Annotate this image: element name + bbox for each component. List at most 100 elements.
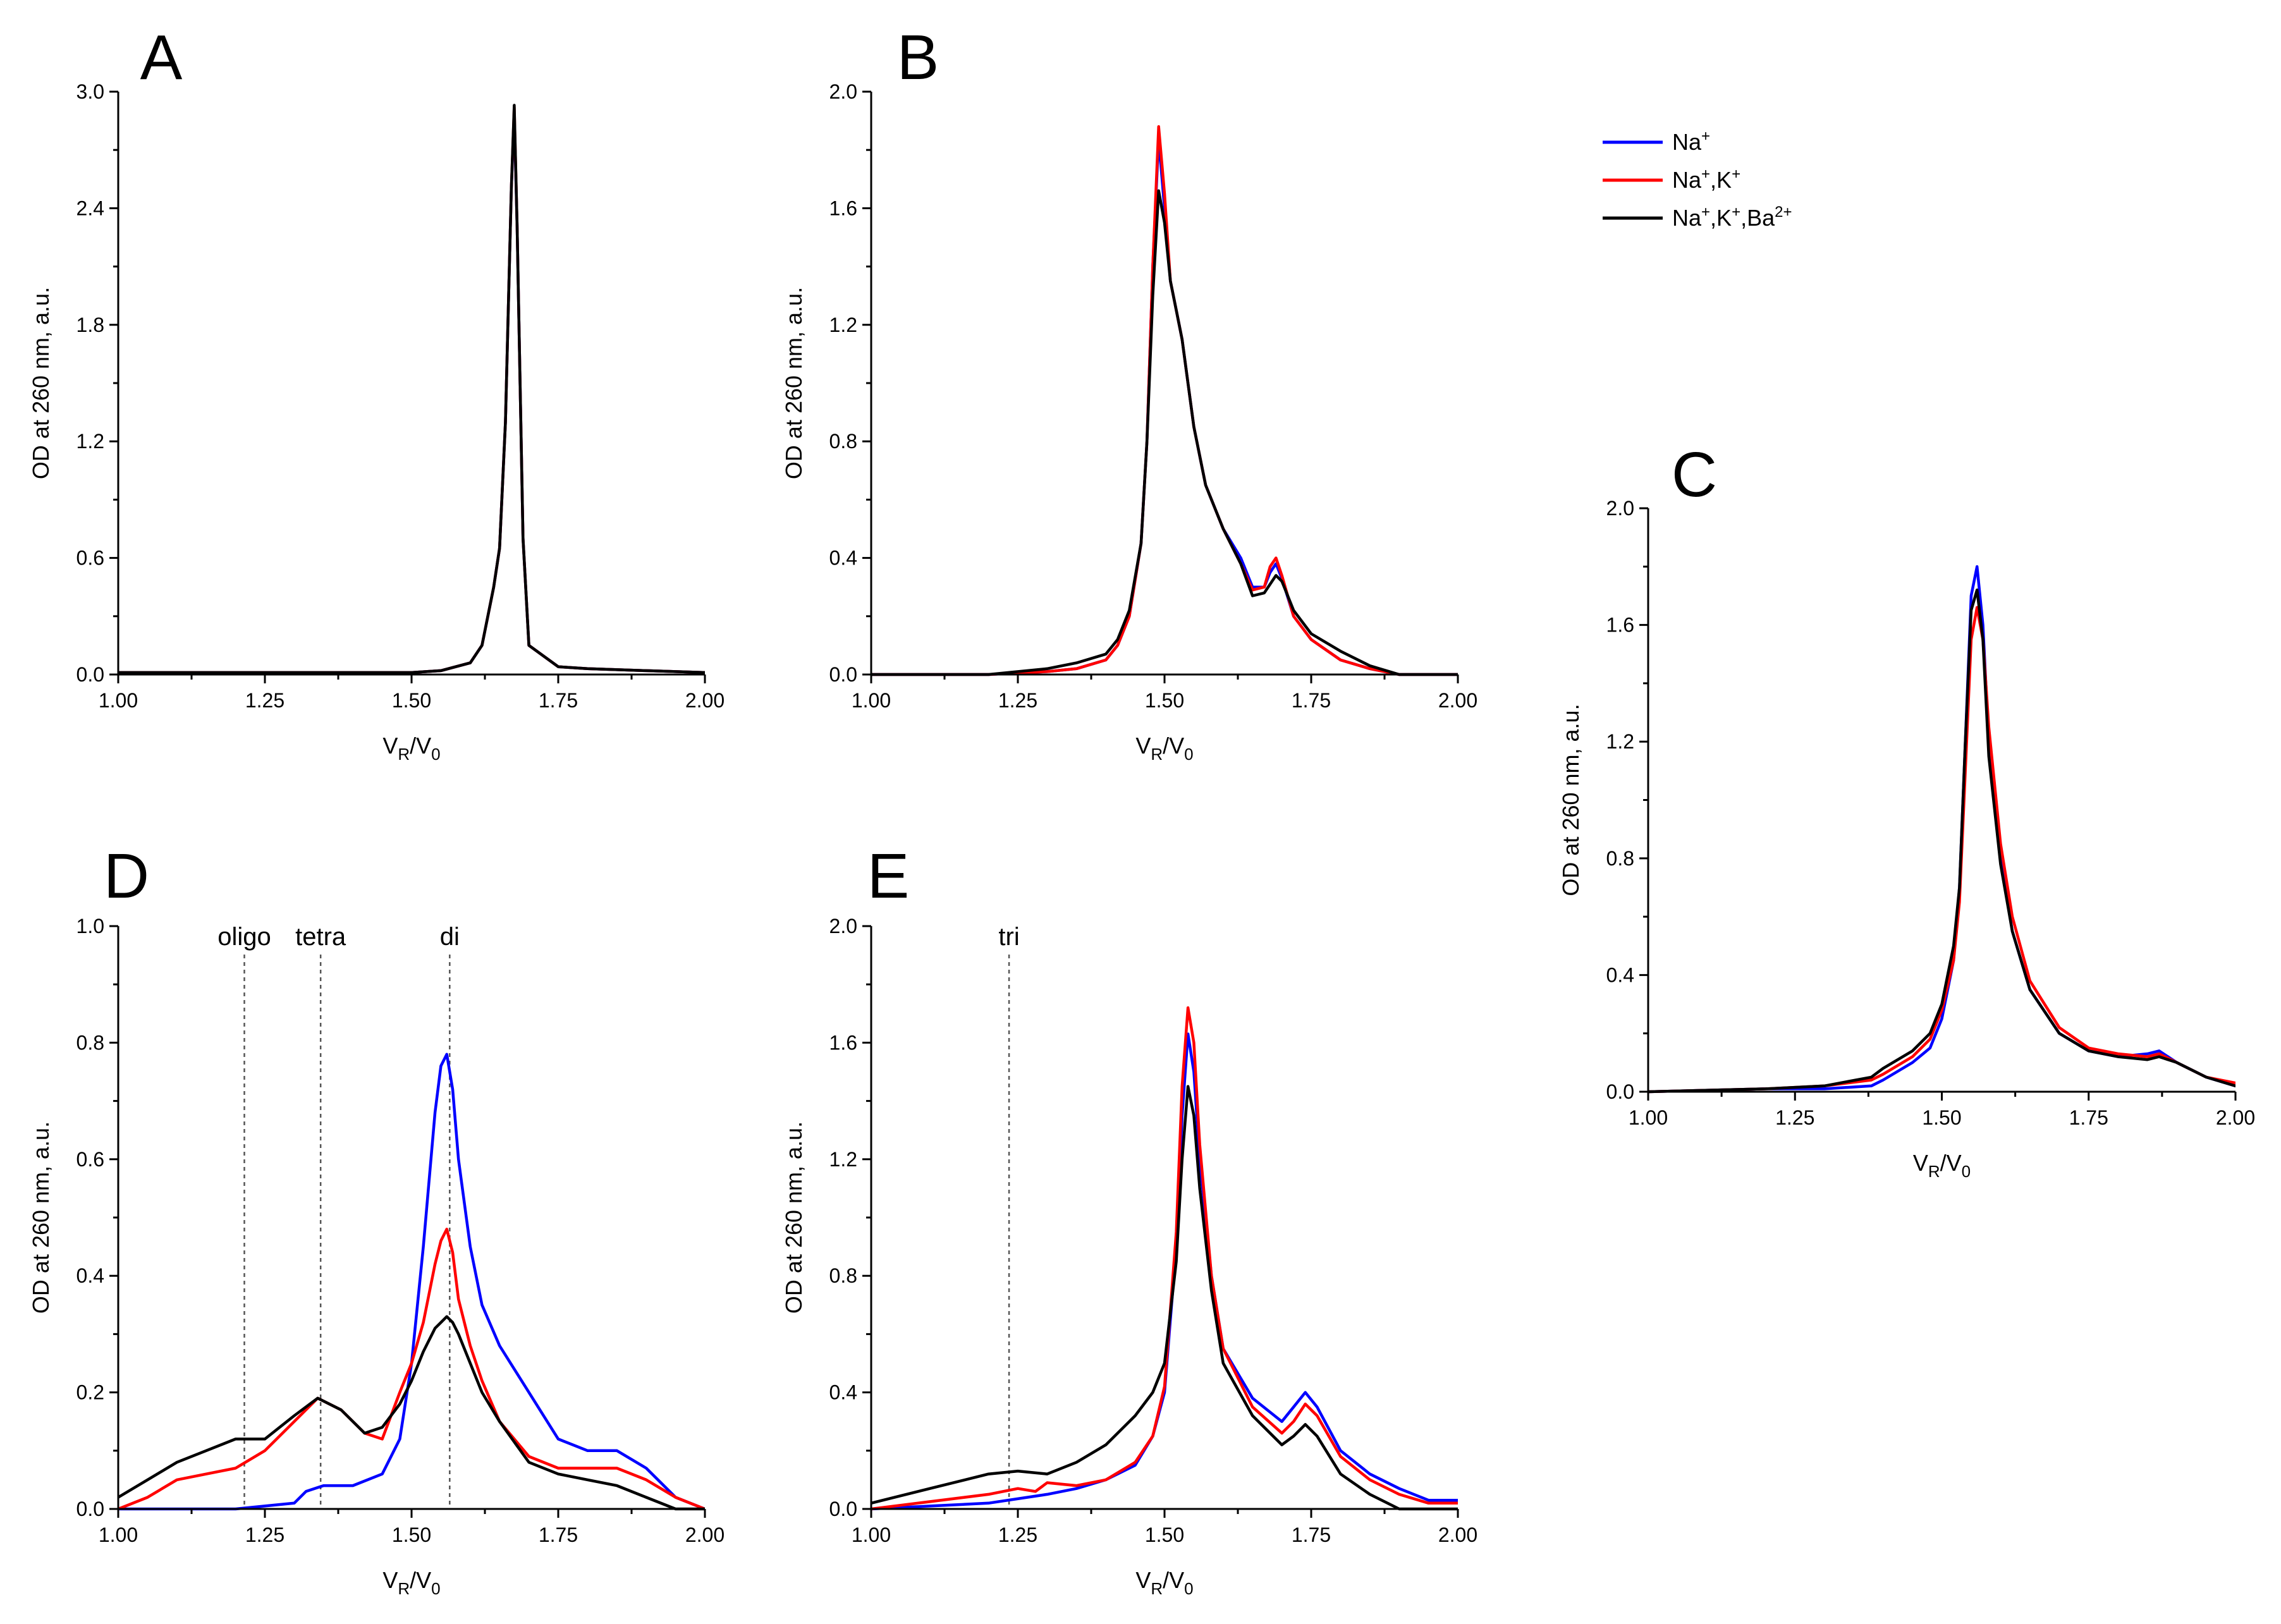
panel-letter: E [867,841,910,912]
y-tick-label: 2.4 [76,197,104,219]
x-axis-title: VR/V0 [382,1567,440,1598]
y-tick-label: 1.0 [76,915,104,937]
panel-letter: C [1672,439,1717,510]
y-tick-label: 0.4 [829,547,857,570]
series-group [871,125,1458,676]
legend-label: Na+,K+ [1672,166,1740,193]
x-tick-label: 1.25 [998,1523,1037,1546]
series-line [118,1315,705,1511]
x-tick-label: 1.50 [392,689,431,712]
legend: Na+ Na+,K+ Na+,K+,Ba2+ [1603,128,1792,231]
x-tick-label: 1.75 [539,1523,578,1546]
legend-item: Na+,K+,Ba2+ [1603,204,1792,231]
series-line [118,1228,705,1511]
series-line [118,106,705,675]
legend-item: Na+,K+ [1603,166,1740,193]
y-tick-label: 0.6 [76,547,104,570]
y-tick-label: 1.8 [76,314,104,336]
x-tick-label: 1.25 [245,1523,284,1546]
y-tick-label: 0.8 [1606,847,1634,870]
y-tick-label: 0.0 [76,1498,104,1520]
y-tick-label: 2.0 [829,80,857,103]
panel-c: C 1.00 1.25 1.50 1.75 2.00 0.0 0.4 0.8 1.2 1.6 2.0 V… [1558,439,2255,1181]
panels: A 1.00 1.25 1.50 1.75 2.00 0.0 0.6 1.2 1.8 2.4 3.0 V… [28,22,2255,1598]
x-tick-label: 1.50 [1922,1106,1961,1129]
series-line [871,1006,1458,1511]
y-tick-label: 0.0 [76,663,104,686]
y-tick-label: 0.4 [1606,963,1634,986]
series-group [1648,565,2235,1094]
y-tick-label: 0.8 [76,1031,104,1054]
x-tick-label: 1.75 [1292,1523,1331,1546]
x-tick-label: 1.25 [1775,1106,1814,1129]
y-tick-label: 1.6 [1606,614,1634,637]
x-tick-label: 1.75 [1292,689,1331,712]
y-axis-title: OD at 260 nm, a.u. [28,1121,54,1314]
x-tick-label: 1.00 [99,689,138,712]
x-tick-label: 2.00 [2216,1106,2255,1129]
series-line [118,1053,705,1511]
legend-label: Na+ [1672,128,1710,155]
series-line [118,104,705,675]
x-tick-label: 1.50 [1145,689,1184,712]
x-tick-label: 2.00 [685,1523,725,1546]
x-tick-label: 2.00 [1438,689,1477,712]
y-tick-label: 0.0 [829,1498,857,1520]
annotation-label: tetra [295,923,346,951]
annotation-label: di [440,923,460,951]
legend-label: Na+,K+,Ba2+ [1672,204,1792,231]
series-group [118,1053,705,1511]
x-axis-title: VR/V0 [382,733,440,764]
x-tick-label: 2.00 [685,689,725,712]
annotation-label: oligo [217,923,271,951]
y-tick-label: 0.2 [76,1381,104,1404]
x-tick-label: 1.00 [852,1523,891,1546]
series-line [871,1085,1458,1511]
y-axis-title: OD at 260 nm, a.u. [781,287,807,479]
series-group [118,104,705,675]
series-line [1648,565,2235,1094]
y-tick-label: 1.2 [829,1148,857,1171]
annotation-label: tri [998,923,1019,951]
panel-letter: D [104,841,149,912]
panel-letter: B [897,22,939,93]
y-tick-label: 0.6 [76,1148,104,1171]
x-tick-label: 1.00 [1629,1106,1668,1129]
y-tick-label: 3.0 [76,80,104,103]
y-tick-label: 1.2 [829,314,857,336]
series-line [871,189,1458,676]
y-tick-label: 2.0 [1606,497,1634,520]
x-axis-title: VR/V0 [1135,1567,1193,1598]
y-tick-label: 0.4 [829,1381,857,1404]
x-tick-label: 1.00 [99,1523,138,1546]
y-tick-label: 0.0 [829,663,857,686]
y-tick-label: 0.8 [829,430,857,453]
x-tick-label: 1.25 [998,689,1037,712]
y-axis-title: OD at 260 nm, a.u. [28,287,54,479]
y-axis-title: OD at 260 nm, a.u. [781,1121,807,1314]
y-tick-label: 1.2 [1606,730,1634,753]
x-tick-label: 1.75 [2069,1106,2108,1129]
y-tick-label: 1.2 [76,430,104,453]
x-axis-title: VR/V0 [1913,1150,1971,1181]
series-line [1648,588,2235,1094]
y-tick-label: 0.0 [1606,1080,1634,1103]
x-tick-label: 1.25 [245,689,284,712]
x-axis-title: VR/V0 [1135,733,1193,764]
y-tick-label: 0.4 [76,1264,104,1287]
panel-a: A 1.00 1.25 1.50 1.75 2.00 0.0 0.6 1.2 1.8 2.4 3.0 V… [28,22,725,764]
x-tick-label: 1.50 [1145,1523,1184,1546]
y-tick-label: 2.0 [829,915,857,937]
y-axis-title: OD at 260 nm, a.u. [1558,704,1584,896]
x-tick-label: 1.75 [539,689,578,712]
y-tick-label: 0.8 [829,1264,857,1287]
series-line [871,125,1458,676]
y-tick-label: 1.6 [829,1031,857,1054]
x-tick-label: 2.00 [1438,1523,1477,1546]
series-line [871,1032,1458,1511]
panel-letter: A [140,22,183,93]
legend-item: Na+ [1603,128,1710,155]
